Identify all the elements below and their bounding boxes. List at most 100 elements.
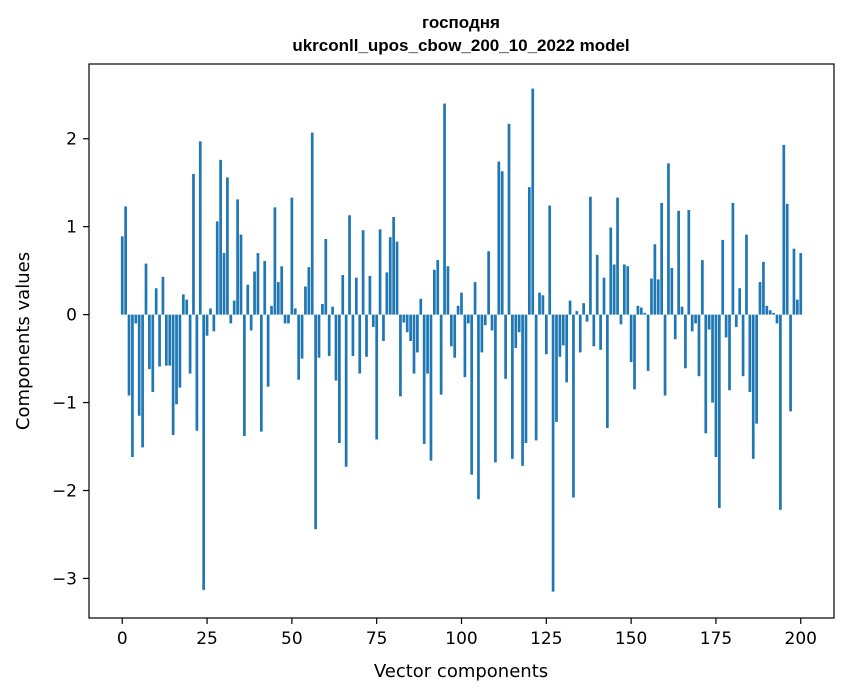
bar: [616, 197, 619, 315]
bar: [660, 202, 664, 315]
bar: [707, 314, 711, 330]
x-tick-label: 50: [281, 629, 303, 649]
x-tick-label: 25: [196, 629, 218, 649]
x-tick-label: 100: [445, 629, 477, 649]
bar: [517, 314, 521, 333]
bar: [219, 159, 222, 315]
bar: [477, 314, 480, 500]
bar: [721, 239, 725, 315]
bar: [558, 314, 562, 357]
x-tick-label: 175: [700, 629, 732, 649]
bar: [287, 314, 290, 324]
bar: [511, 314, 514, 459]
bar: [416, 314, 419, 353]
bar: [667, 163, 670, 315]
bar: [134, 314, 138, 324]
bar: [161, 276, 165, 315]
bar: [375, 314, 379, 440]
bar: [521, 314, 524, 466]
bar: [734, 314, 738, 327]
bar: [263, 260, 267, 315]
bar: [358, 314, 362, 374]
bar: [324, 238, 328, 315]
bar: [687, 209, 691, 315]
bar: [561, 314, 565, 346]
bar: [697, 314, 701, 377]
bar: [714, 314, 718, 458]
bar: [646, 314, 650, 371]
bar: [473, 282, 477, 315]
bar: [690, 314, 694, 332]
bar: [765, 305, 769, 315]
bar: [551, 314, 555, 592]
chart-subtitle: ukrconll_upos_cbow_200_10_2022 model: [292, 36, 629, 55]
bar: [541, 295, 545, 315]
bar: [527, 187, 531, 315]
bar: [578, 314, 582, 353]
bar: [768, 310, 772, 315]
bar: [629, 314, 633, 363]
bar: [270, 305, 273, 315]
bar: [796, 299, 799, 315]
bar: [368, 275, 372, 315]
bar: [273, 207, 277, 315]
bar: [409, 314, 412, 341]
bar: [249, 314, 253, 331]
bar: [280, 266, 284, 315]
bar: [148, 314, 151, 370]
bar: [310, 132, 314, 315]
bar: [466, 314, 470, 324]
bar: [243, 314, 246, 436]
bar: [670, 268, 674, 315]
y-tick-label: −3: [52, 569, 77, 589]
bar: [572, 314, 575, 498]
bar: [538, 292, 541, 315]
x-tick-label: 75: [366, 629, 388, 649]
bar: [592, 314, 596, 347]
bar: [673, 314, 677, 340]
bar: [338, 314, 341, 444]
y-tick-label: 1: [66, 218, 77, 238]
bar: [789, 314, 792, 412]
bar: [656, 279, 660, 315]
bar: [619, 314, 623, 325]
bars-layer: [120, 88, 803, 592]
bar: [470, 314, 474, 475]
bar: [137, 314, 141, 416]
bar: [433, 269, 436, 315]
bar: [229, 314, 233, 324]
bar: [327, 314, 331, 356]
chart-title: господня: [422, 13, 500, 32]
bar: [555, 314, 558, 422]
bar: [612, 264, 616, 315]
bar: [321, 304, 324, 315]
bar: [633, 314, 636, 390]
bar: [382, 314, 385, 341]
bar: [446, 266, 450, 315]
bar: [212, 314, 216, 332]
bar: [463, 314, 467, 378]
bar: [419, 298, 423, 315]
bar: [449, 314, 453, 347]
bar: [606, 314, 609, 429]
bar: [443, 103, 446, 315]
bar: [232, 300, 236, 315]
bar: [497, 161, 501, 315]
bar: [171, 314, 175, 436]
bar: [745, 234, 748, 315]
x-tick-label: 125: [530, 629, 562, 649]
bar: [782, 144, 786, 315]
bar: [344, 314, 348, 467]
bar: [684, 314, 687, 369]
bar: [144, 263, 148, 315]
bar: [307, 267, 311, 315]
bar: [453, 314, 457, 358]
bar: [236, 199, 239, 315]
bar: [548, 205, 552, 315]
bar: [239, 234, 243, 315]
bar: [426, 314, 429, 374]
bar: [354, 277, 358, 315]
bar: [480, 314, 484, 353]
bar: [731, 202, 735, 315]
